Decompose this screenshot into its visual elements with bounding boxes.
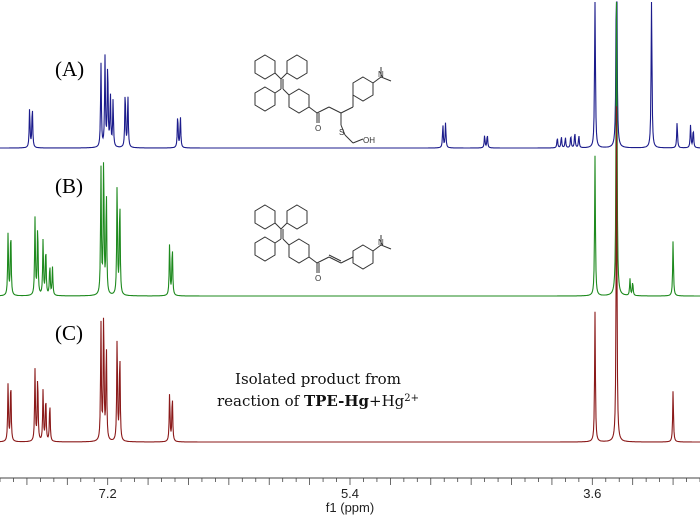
caption-bold: TPE-Hg (304, 392, 370, 410)
structure-a: N O S OH (254, 54, 392, 145)
caption-sup: 2+ (404, 393, 419, 404)
x-axis-tick-labels: 7.2 5.4 3.6 (99, 486, 602, 501)
spectrum-c-trace (0, 106, 700, 443)
spectrum-a (0, 1, 700, 149)
spectra-group (0, 1, 700, 443)
spectrum-c (0, 106, 700, 443)
x-axis-tick-label: 7.2 (99, 486, 117, 501)
spectrum-a-trace (0, 1, 700, 149)
x-axis-tick-label: 3.6 (583, 486, 601, 501)
caption-mid: +Hg (369, 392, 405, 410)
caption-line-1: Isolated product from (235, 370, 401, 388)
x-axis-tick-label: 5.4 (341, 486, 359, 501)
label-a: (A) (55, 57, 84, 81)
struct-a-o: O (315, 124, 321, 133)
struct-a-s: S (339, 128, 344, 137)
spectrum-b (0, 1, 700, 297)
x-axis-label: f1 (ppm) (326, 500, 374, 515)
struct-a-oh: OH (363, 136, 375, 145)
x-axis-ticks (0, 478, 700, 485)
caption-line-2: reaction of TPE-Hg+Hg2+ (217, 392, 419, 410)
struct-a-n: N (378, 70, 384, 79)
structure-b: N O (254, 204, 392, 283)
caption-prefix: reaction of (217, 392, 304, 410)
label-b: (B) (55, 174, 83, 198)
struct-b-o: O (315, 274, 321, 283)
label-c: (C) (55, 321, 83, 345)
struct-b-n: N (378, 238, 384, 247)
spectrum-b-trace (0, 1, 700, 297)
